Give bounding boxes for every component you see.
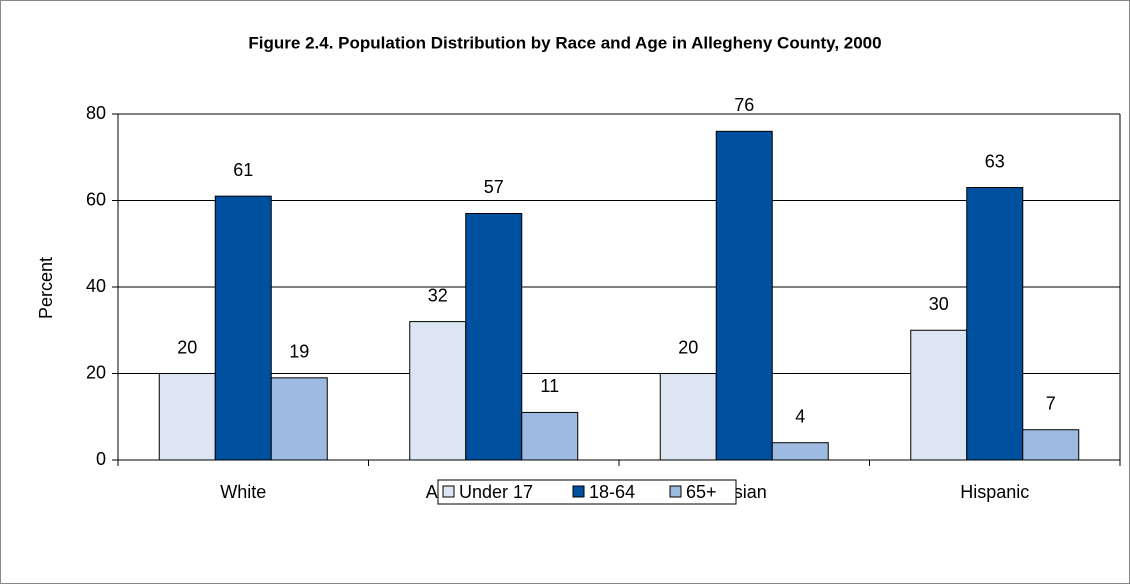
legend-box xyxy=(437,479,737,505)
x-tick-label: Hispanic xyxy=(960,482,1029,502)
bar xyxy=(214,195,272,461)
value-label: 57 xyxy=(484,177,504,197)
legend-label: Under 17 xyxy=(459,482,533,502)
bar xyxy=(659,373,717,461)
value-label: 19 xyxy=(289,342,309,362)
legend-swatch xyxy=(442,485,455,498)
y-axis-label: Percent xyxy=(36,257,56,319)
bar xyxy=(910,329,968,461)
value-label: 32 xyxy=(428,285,448,305)
bar xyxy=(158,373,216,461)
bar xyxy=(771,442,829,461)
legend-swatch xyxy=(572,485,585,498)
value-label: 11 xyxy=(540,376,559,396)
x-tick-label: White xyxy=(220,482,266,502)
bar xyxy=(465,212,523,461)
legend-label: 18-64 xyxy=(589,482,635,502)
value-label: 76 xyxy=(734,95,754,115)
bar xyxy=(521,411,579,461)
bar xyxy=(715,130,773,461)
value-label: 4 xyxy=(795,406,805,426)
chart-title: Figure 2.4. Population Distribution by R… xyxy=(248,33,881,52)
y-tick-label: 80 xyxy=(86,103,106,123)
y-tick-label: 40 xyxy=(86,276,106,296)
bar xyxy=(409,321,467,461)
bar xyxy=(270,377,328,461)
value-label: 7 xyxy=(1046,393,1056,413)
bar xyxy=(1022,429,1080,461)
value-label: 63 xyxy=(985,151,1005,171)
y-tick-label: 20 xyxy=(86,362,106,382)
value-label: 20 xyxy=(177,337,197,357)
legend-label: 65+ xyxy=(686,482,717,502)
value-label: 20 xyxy=(678,337,698,357)
value-label: 30 xyxy=(929,294,949,314)
value-label: 61 xyxy=(233,160,253,180)
legend-swatch xyxy=(669,485,682,498)
bar xyxy=(966,187,1024,461)
y-tick-label: 0 xyxy=(96,449,106,469)
y-tick-label: 60 xyxy=(86,189,106,209)
